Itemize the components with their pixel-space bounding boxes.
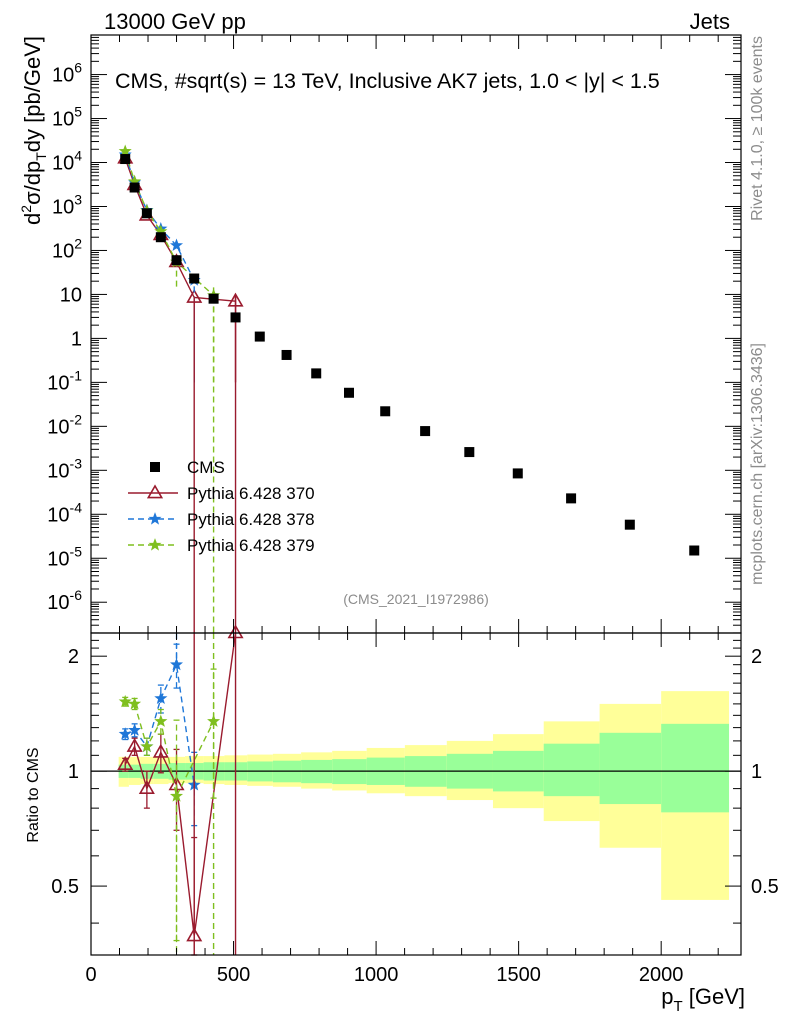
series-378-main-point (169, 238, 184, 251)
ratio-y-axis-label: Ratio to CMS (25, 747, 42, 842)
ratio-y-tick-label-right: 2 (751, 646, 762, 668)
x-tick-label: 1500 (496, 964, 541, 986)
x-axis-label: pT [GeV] (661, 984, 745, 1015)
main-y-tick-label: 10-1 (47, 367, 82, 394)
ratio-y-tick-label: 1 (68, 761, 79, 783)
axis-ticks: 0 500 1000 1500 200010610510410310210110-110… (47, 35, 779, 986)
x-tick-label: 1000 (354, 964, 399, 986)
series-370-main-line (124, 158, 236, 302)
main-y-tick-label: 10-5 (47, 543, 82, 570)
legend-label: Pythia 6.428 370 (187, 484, 315, 503)
legend-marker (148, 512, 162, 525)
ratio-panel-frame (90, 632, 742, 956)
legend-label: CMS (187, 458, 225, 477)
series-370-ratio-point (138, 779, 155, 795)
cms-data-point (208, 293, 219, 304)
series-379-ratio-point (154, 714, 168, 727)
header-right-label: Jets (690, 9, 730, 34)
series-370-ratio-point (117, 755, 134, 771)
x-tick-label: 0 (85, 964, 96, 986)
series-370-ratio-point (126, 737, 143, 752)
main-y-tick-label: 10-6 (47, 587, 82, 614)
analysis-id: (CMS_2021_I1972986) (343, 591, 489, 607)
band-stat-uncertainty (543, 743, 600, 797)
series-379-ratio-point (118, 694, 132, 708)
series-378-ratio-point (128, 723, 142, 736)
series-379-main-point (118, 144, 132, 157)
cms-data-point (171, 255, 182, 266)
legend-label: Pythia 6.428 379 (187, 536, 315, 555)
cms-data-point (512, 468, 523, 479)
cms-data-point (624, 519, 635, 530)
cms-data-point (189, 273, 200, 284)
main-y-tick-label: 10-3 (47, 455, 82, 482)
series-378-ratio-point (118, 727, 132, 740)
ratio-y-tick-label: 0.5 (51, 876, 79, 898)
main-y-tick-label: 10 (60, 284, 82, 306)
series-379-ratio-line (125, 701, 215, 799)
series-378-ratio-line (124, 662, 195, 786)
series-370-ratio-point (152, 743, 169, 758)
series-378-ratio-point (154, 691, 168, 704)
cms-data-point (281, 349, 292, 360)
cms-data-point (120, 154, 131, 165)
series-layer (117, 144, 244, 956)
series-379-main-line (124, 151, 215, 296)
main-y-tick-label: 10-2 (47, 411, 82, 438)
cms-data-point (230, 312, 241, 323)
legend: CMS Pythia 6.428 370 Pythia 6.428 378 Pythi… (128, 458, 315, 555)
legend-marker-cms (150, 462, 160, 472)
x-tick-label: 2000 (639, 964, 684, 986)
legend-label: Pythia 6.428 378 (187, 510, 315, 529)
side-label-mcplots: mcplots.cern.ch [arXiv:1306.3436] (749, 343, 766, 585)
main-y-tick-label: 106 (52, 60, 82, 87)
main-y-tick-label: 1 (71, 328, 82, 350)
cms-data-point (420, 426, 431, 437)
cms-data-point (566, 493, 577, 504)
axes-frames (90, 34, 742, 956)
main-y-tick-label: 104 (52, 148, 82, 175)
main-y-axis-label: d2σ/dpTdy [pb/GeV] (18, 36, 49, 225)
cms-data-point (311, 368, 322, 379)
cms-data-point (380, 406, 391, 417)
ratio-y-tick-label-right: 0.5 (751, 876, 779, 898)
ratio-y-tick-label: 2 (68, 646, 79, 668)
legend-marker (146, 484, 164, 499)
band-stat-uncertainty (599, 732, 662, 805)
uncertainty-bands (118, 691, 730, 900)
cms-data-point (689, 545, 700, 556)
cms-data-point (464, 447, 475, 458)
series-378-main-line (124, 154, 195, 281)
side-label-rivet: Rivet 4.1.0, ≥ 100k events (749, 36, 766, 221)
main-y-tick-label: 105 (52, 104, 82, 131)
cms-data-point (155, 232, 166, 243)
main-y-tick-label: 103 (52, 191, 82, 218)
cms-data-point (141, 208, 152, 219)
cms-data-layer (120, 154, 700, 556)
series-379-ratio-point (140, 739, 154, 753)
main-y-tick-label: 10-4 (47, 499, 82, 526)
cms-data-point (129, 182, 140, 193)
header-left-label: 13000 GeV pp (104, 9, 246, 34)
band-stat-uncertainty (661, 723, 730, 813)
cms-data-point (344, 387, 355, 398)
cms-data-point (254, 331, 265, 342)
legend-marker (148, 538, 162, 551)
chart-title: CMS, #sqrt(s) = 13 TeV, Inclusive AK7 je… (115, 69, 660, 93)
ratio-y-tick-label-right: 1 (751, 761, 762, 783)
main-y-tick-label: 102 (52, 235, 82, 262)
series-379-ratio-point (128, 697, 142, 710)
x-tick-label: 500 (217, 964, 250, 986)
